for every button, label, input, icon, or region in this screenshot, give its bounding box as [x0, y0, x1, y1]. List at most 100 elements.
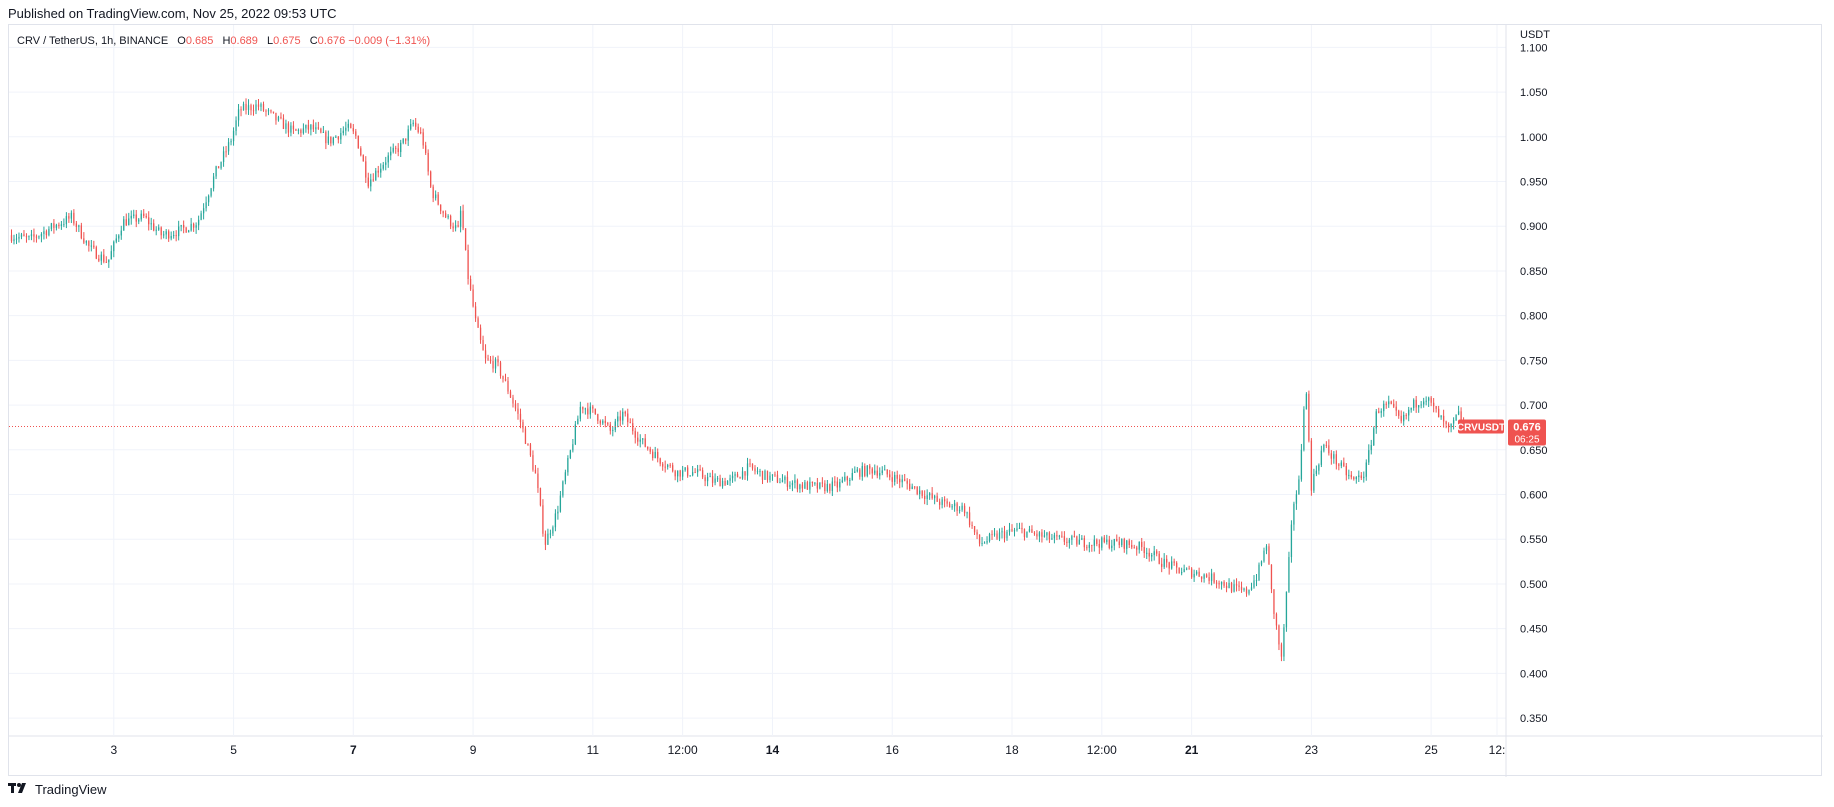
- candle-body: [190, 223, 192, 231]
- candle-body: [347, 123, 349, 128]
- candle-body: [557, 511, 559, 514]
- candle-body: [170, 235, 172, 239]
- candle-body: [1345, 465, 1347, 476]
- candle-body: [1083, 538, 1085, 548]
- candle-body: [492, 361, 494, 369]
- candle-body: [1190, 568, 1193, 578]
- candle-body: [247, 105, 250, 111]
- candle-body: [25, 236, 28, 238]
- candle-body: [1103, 537, 1105, 543]
- candle-body: [45, 231, 48, 236]
- candle-body: [290, 125, 292, 133]
- candle-body: [459, 210, 462, 227]
- candle-body: [420, 132, 422, 134]
- candle-body: [222, 151, 225, 163]
- candle-body: [370, 179, 372, 187]
- candle-body: [512, 397, 514, 404]
- candle-body: [1258, 564, 1260, 581]
- candle-body: [789, 485, 791, 487]
- candle-body: [804, 482, 806, 489]
- candle-body: [28, 236, 30, 238]
- candle-body: [1355, 477, 1357, 480]
- candle-body: [93, 245, 95, 248]
- price-chart[interactable]: 0.350 0.400 0.450 0.500 0.550 0.600 0.650 0.700…: [9, 25, 1823, 777]
- candle-body: [711, 476, 714, 483]
- legend-symbol[interactable]: CRV / TetherUS, 1h, BINANCE: [17, 35, 169, 47]
- candle-body: [245, 103, 247, 111]
- candle-body: [921, 490, 923, 496]
- candle-body: [1073, 536, 1076, 538]
- candle-body: [904, 479, 906, 481]
- candle-body: [953, 503, 956, 507]
- candle-body: [891, 477, 893, 482]
- candle-body: [105, 261, 107, 263]
- candle-body: [744, 471, 746, 476]
- candle-body: [634, 431, 636, 438]
- candle-body: [1106, 539, 1108, 543]
- candle-body: [864, 466, 866, 476]
- candle-body: [352, 128, 354, 132]
- candle-body: [612, 429, 614, 431]
- candle-body: [118, 235, 120, 239]
- candle-body: [794, 480, 796, 483]
- candle-body: [1218, 583, 1220, 585]
- candle-body: [267, 110, 270, 112]
- candle-body: [866, 465, 868, 476]
- candle-body: [931, 493, 933, 499]
- candle-body: [432, 186, 434, 199]
- candle-body: [270, 110, 272, 112]
- candle-body: [1243, 588, 1245, 590]
- candle-body: [337, 136, 339, 140]
- tradingview-logo-icon: [8, 782, 30, 797]
- candle-body: [1008, 529, 1011, 532]
- candle-body: [447, 215, 449, 218]
- candle-body: [70, 212, 73, 219]
- candle-body: [644, 438, 646, 447]
- candle-body: [305, 124, 307, 129]
- candle-body: [894, 474, 896, 482]
- candle-body: [669, 464, 671, 466]
- candle-body: [402, 138, 404, 143]
- candle-body: [257, 104, 260, 107]
- candle-body: [811, 481, 814, 483]
- candle-body: [444, 213, 447, 218]
- candle-body: [519, 413, 522, 423]
- candle-body: [380, 168, 382, 173]
- candle-body: [385, 162, 387, 165]
- legend-high-value: 0.689: [230, 35, 258, 47]
- candle-body: [809, 481, 811, 490]
- candle-body: [963, 505, 966, 514]
- candle-body: [1432, 402, 1435, 407]
- candle-body: [1455, 414, 1457, 421]
- candle-body: [1318, 464, 1320, 471]
- candle-body: [694, 472, 696, 474]
- candle-body: [672, 465, 674, 472]
- candle-body: [1033, 532, 1036, 534]
- candle-body: [579, 406, 582, 419]
- candle-body: [1096, 539, 1098, 544]
- candle-body: [679, 470, 681, 477]
- candle-body: [829, 484, 831, 491]
- candle-body: [120, 230, 122, 236]
- price-tick-label: 0.650: [1520, 445, 1548, 457]
- candle-body: [764, 470, 766, 480]
- candle-body: [602, 420, 604, 424]
- candle-body: [1141, 541, 1143, 548]
- candle-body: [517, 408, 519, 414]
- candle-body: [1076, 536, 1078, 545]
- candle-body: [1415, 399, 1417, 408]
- candle-body: [1323, 444, 1325, 451]
- candle-body: [976, 532, 978, 535]
- candle-body: [43, 231, 45, 234]
- candle-body: [662, 463, 664, 467]
- footer-brand[interactable]: TradingView: [8, 782, 107, 797]
- candle-body: [110, 251, 112, 260]
- candle-body: [1450, 423, 1452, 428]
- candle-body: [1215, 582, 1218, 584]
- candle-body: [332, 137, 334, 144]
- candle-body: [609, 424, 611, 431]
- candle-body: [277, 116, 280, 121]
- candle-body: [317, 127, 320, 129]
- candle-body: [971, 524, 973, 527]
- candle-body: [1176, 562, 1178, 568]
